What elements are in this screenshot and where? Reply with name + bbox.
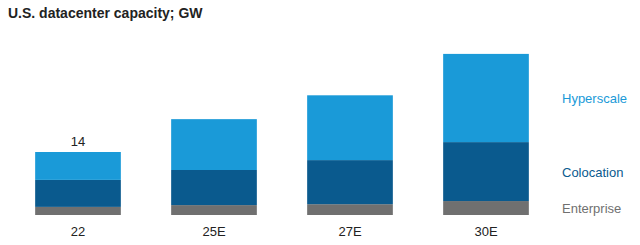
bar-segment [171, 119, 257, 170]
bar-segment [443, 142, 529, 201]
bar-segment [35, 207, 121, 215]
x-tick-label: 30E [474, 224, 497, 239]
chart: U.S. datacenter capacity; GW 14 22 25E 27E 30… [0, 0, 640, 245]
bar-segment [35, 152, 121, 180]
legend-label: Enterprise [562, 201, 621, 216]
bar-segment [171, 205, 257, 215]
title: U.S. datacenter capacity; GW [8, 5, 203, 21]
bar-segment [443, 54, 529, 142]
bar-segment [35, 180, 121, 207]
bar-segment [307, 160, 393, 204]
legend-label: Colocation [562, 165, 623, 180]
x-tick-label: 27E [338, 224, 361, 239]
x-tick-label: 25E [202, 224, 225, 239]
x-tick-label: 22 [71, 224, 85, 239]
bar-segment [307, 95, 393, 160]
total-label: 14 [71, 134, 85, 149]
bar-segment [443, 201, 529, 215]
legend-label: Hyperscale [562, 91, 627, 106]
bars [35, 54, 529, 215]
bar-segment [171, 170, 257, 205]
bar-segment [307, 204, 393, 215]
chart-container: U.S. datacenter capacity; GW 14 22 25E 27E 30… [0, 0, 640, 245]
